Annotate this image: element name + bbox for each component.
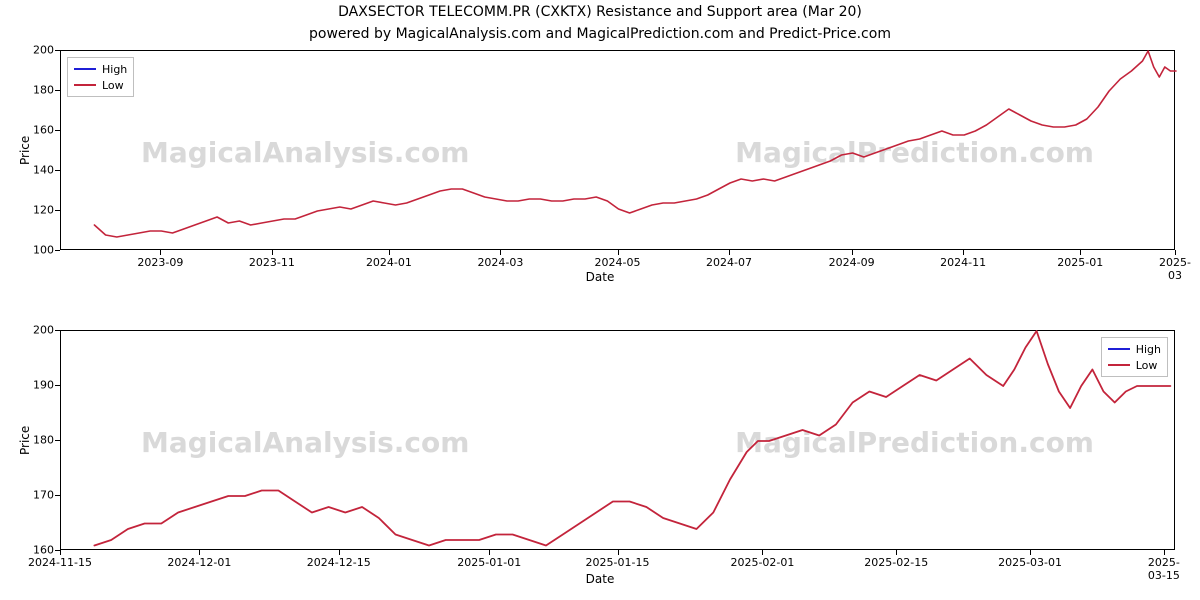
y-tick-mark	[55, 130, 60, 131]
x-tick-label: 2025-03-15	[1146, 556, 1182, 582]
x-tick-mark	[1080, 250, 1081, 255]
y-tick-label: 170	[28, 489, 54, 502]
x-tick-label: 2025-01	[1057, 256, 1103, 269]
x-tick-mark	[199, 550, 200, 555]
x-axis-label-bottom: Date	[0, 572, 1200, 586]
y-tick-mark	[55, 90, 60, 91]
x-tick-mark	[489, 550, 490, 555]
x-tick-mark	[1175, 250, 1176, 255]
y-tick-label: 180	[28, 84, 54, 97]
y-tick-mark	[55, 250, 60, 251]
figure: DAXSECTOR TELECOMM.PR (CXKTX) Resistance…	[0, 0, 1200, 600]
y-tick-mark	[55, 210, 60, 211]
x-tick-label: 2025-03-01	[998, 556, 1062, 569]
x-tick-mark	[339, 550, 340, 555]
x-tick-label: 2025-02-01	[730, 556, 794, 569]
x-tick-mark	[500, 250, 501, 255]
chart-panel-bottom: MagicalAnalysis.com MagicalPrediction.co…	[60, 330, 1175, 550]
x-tick-mark	[762, 550, 763, 555]
x-tick-label: 2024-09	[829, 256, 875, 269]
y-tick-label: 180	[28, 434, 54, 447]
chart-panel-top: MagicalAnalysis.com MagicalPrediction.co…	[60, 50, 1175, 250]
x-tick-label: 2024-05	[595, 256, 641, 269]
x-tick-mark	[618, 250, 619, 255]
x-tick-mark	[963, 250, 964, 255]
x-tick-mark	[729, 250, 730, 255]
x-tick-mark	[1030, 550, 1031, 555]
x-tick-mark	[896, 550, 897, 555]
x-axis-label-top: Date	[0, 270, 1200, 284]
y-tick-label: 100	[28, 244, 54, 257]
chart-title-sub: powered by MagicalAnalysis.com and Magic…	[0, 26, 1200, 42]
x-tick-label: 2024-12-01	[167, 556, 231, 569]
y-tick-label: 160	[28, 124, 54, 137]
x-tick-label: 2024-07	[706, 256, 752, 269]
x-tick-label: 2024-11-15	[28, 556, 92, 569]
x-tick-label: 2024-11	[940, 256, 986, 269]
y-tick-mark	[55, 50, 60, 51]
line-series-top	[61, 51, 1174, 249]
x-tick-mark	[60, 550, 61, 555]
y-tick-mark	[55, 440, 60, 441]
y-tick-label: 200	[28, 44, 54, 57]
x-tick-mark	[852, 250, 853, 255]
y-axis-label-top: Price	[18, 136, 32, 165]
x-tick-label: 2025-03	[1159, 256, 1191, 282]
x-tick-mark	[389, 250, 390, 255]
x-tick-mark	[618, 550, 619, 555]
x-tick-label: 2023-09	[137, 256, 183, 269]
x-tick-label: 2025-02-15	[864, 556, 928, 569]
y-tick-label: 120	[28, 204, 54, 217]
x-tick-mark	[160, 250, 161, 255]
x-tick-label: 2024-03	[477, 256, 523, 269]
x-tick-mark	[272, 250, 273, 255]
chart-title-main: DAXSECTOR TELECOMM.PR (CXKTX) Resistance…	[0, 4, 1200, 20]
x-tick-mark	[1164, 550, 1165, 555]
x-tick-label: 2023-11	[249, 256, 295, 269]
y-tick-label: 140	[28, 164, 54, 177]
y-tick-mark	[55, 330, 60, 331]
y-tick-mark	[55, 495, 60, 496]
line-series-bottom	[61, 331, 1174, 549]
x-tick-label: 2024-01	[366, 256, 412, 269]
x-tick-label: 2025-01-01	[457, 556, 521, 569]
y-tick-mark	[55, 385, 60, 386]
y-tick-mark	[55, 170, 60, 171]
y-tick-label: 200	[28, 324, 54, 337]
y-tick-label: 160	[28, 544, 54, 557]
y-tick-label: 190	[28, 379, 54, 392]
x-tick-label: 2024-12-15	[307, 556, 371, 569]
x-tick-label: 2025-01-15	[586, 556, 650, 569]
